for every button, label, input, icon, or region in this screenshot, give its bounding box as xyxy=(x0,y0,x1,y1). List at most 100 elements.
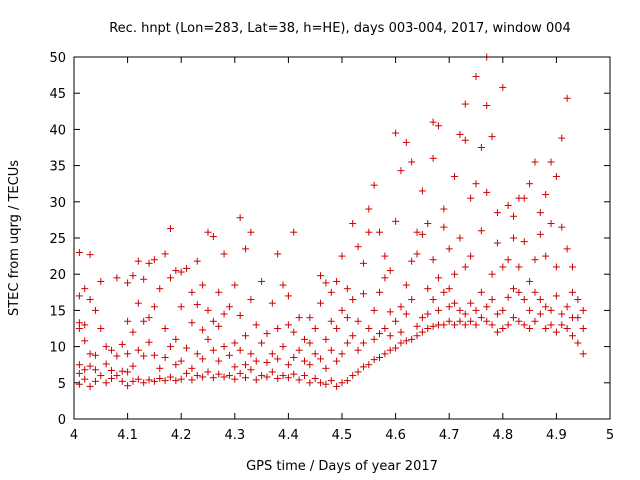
data-point xyxy=(284,361,292,369)
data-point xyxy=(236,311,244,319)
data-point xyxy=(461,321,469,329)
data-point xyxy=(215,288,223,296)
data-point xyxy=(113,372,121,380)
data-point xyxy=(236,346,244,354)
data-point xyxy=(129,272,137,280)
data-point xyxy=(177,268,185,276)
data-point xyxy=(365,361,373,369)
data-point xyxy=(488,270,496,278)
data-point xyxy=(161,353,169,361)
data-point xyxy=(536,296,544,304)
data-point xyxy=(477,288,485,296)
data-point xyxy=(317,379,325,387)
data-point xyxy=(343,339,351,347)
data-point xyxy=(499,325,507,332)
data-point xyxy=(493,328,501,336)
data-point xyxy=(242,374,250,382)
data-point xyxy=(327,317,335,325)
data-point xyxy=(397,339,405,347)
data-point xyxy=(129,377,137,385)
data-point xyxy=(91,366,99,374)
data-point xyxy=(252,321,260,329)
data-point xyxy=(290,370,298,378)
data-point xyxy=(263,359,271,367)
data-point xyxy=(493,239,501,247)
data-point xyxy=(370,306,378,314)
data-point xyxy=(252,376,260,384)
data-point xyxy=(81,366,89,374)
data-point xyxy=(150,351,158,359)
data-points xyxy=(75,53,587,390)
data-point xyxy=(365,325,373,332)
data-point xyxy=(156,374,164,382)
data-point xyxy=(402,337,410,345)
data-point xyxy=(359,339,367,347)
data-point xyxy=(461,136,469,144)
data-point xyxy=(418,187,426,195)
data-point xyxy=(526,277,534,285)
data-point xyxy=(327,288,335,296)
data-point xyxy=(161,250,169,258)
data-point xyxy=(381,325,389,332)
data-point xyxy=(493,310,501,318)
data-point xyxy=(172,361,180,369)
data-point xyxy=(483,102,491,110)
data-point xyxy=(236,214,244,222)
chart-title: Rec. hnpt (Lon=283, Lat=38, h=HE), days … xyxy=(109,21,571,36)
data-point xyxy=(424,220,432,228)
x-tick-label: 4.5 xyxy=(332,428,353,443)
data-point xyxy=(483,303,491,311)
data-point xyxy=(242,332,250,340)
x-tick-label: 4.3 xyxy=(224,428,245,443)
x-tick-label: 5 xyxy=(606,428,614,443)
x-tick-label: 4.4 xyxy=(278,428,299,443)
data-point xyxy=(204,368,212,376)
data-point xyxy=(488,296,496,304)
data-point xyxy=(220,250,228,258)
data-point xyxy=(193,257,201,265)
data-point xyxy=(225,303,233,311)
data-point xyxy=(193,372,201,380)
data-point xyxy=(515,288,523,296)
data-point xyxy=(408,335,416,343)
data-point xyxy=(359,290,367,298)
data-point xyxy=(429,256,437,264)
data-point xyxy=(134,346,142,354)
data-point xyxy=(279,372,287,380)
data-point xyxy=(317,272,325,280)
data-point xyxy=(558,223,566,231)
data-point xyxy=(258,277,266,285)
data-point xyxy=(408,296,416,304)
data-point xyxy=(311,350,319,358)
y-tick-label: 20 xyxy=(49,268,66,283)
data-point xyxy=(140,379,148,387)
data-point xyxy=(188,376,196,384)
data-point xyxy=(349,332,357,340)
data-point xyxy=(531,288,539,296)
data-point xyxy=(510,285,518,293)
x-tick-label: 4.6 xyxy=(385,428,406,443)
data-point xyxy=(493,209,501,217)
data-point xyxy=(376,288,384,296)
y-tick-label: 45 xyxy=(49,87,66,102)
data-point xyxy=(558,321,566,329)
data-point xyxy=(193,301,201,309)
data-point xyxy=(510,212,518,220)
data-point xyxy=(177,375,185,383)
data-point xyxy=(456,317,464,325)
data-point xyxy=(418,328,426,336)
data-point xyxy=(306,314,314,322)
data-point xyxy=(290,328,298,336)
data-point xyxy=(354,243,362,251)
data-point xyxy=(124,368,132,376)
data-point xyxy=(338,350,346,358)
data-point xyxy=(370,181,378,189)
data-point xyxy=(124,382,132,390)
data-point xyxy=(456,234,464,242)
x-tick-label: 4.7 xyxy=(439,428,460,443)
data-point xyxy=(274,355,282,363)
data-point xyxy=(424,325,432,332)
data-point xyxy=(472,73,480,81)
data-point xyxy=(445,285,453,293)
data-point xyxy=(177,357,185,365)
